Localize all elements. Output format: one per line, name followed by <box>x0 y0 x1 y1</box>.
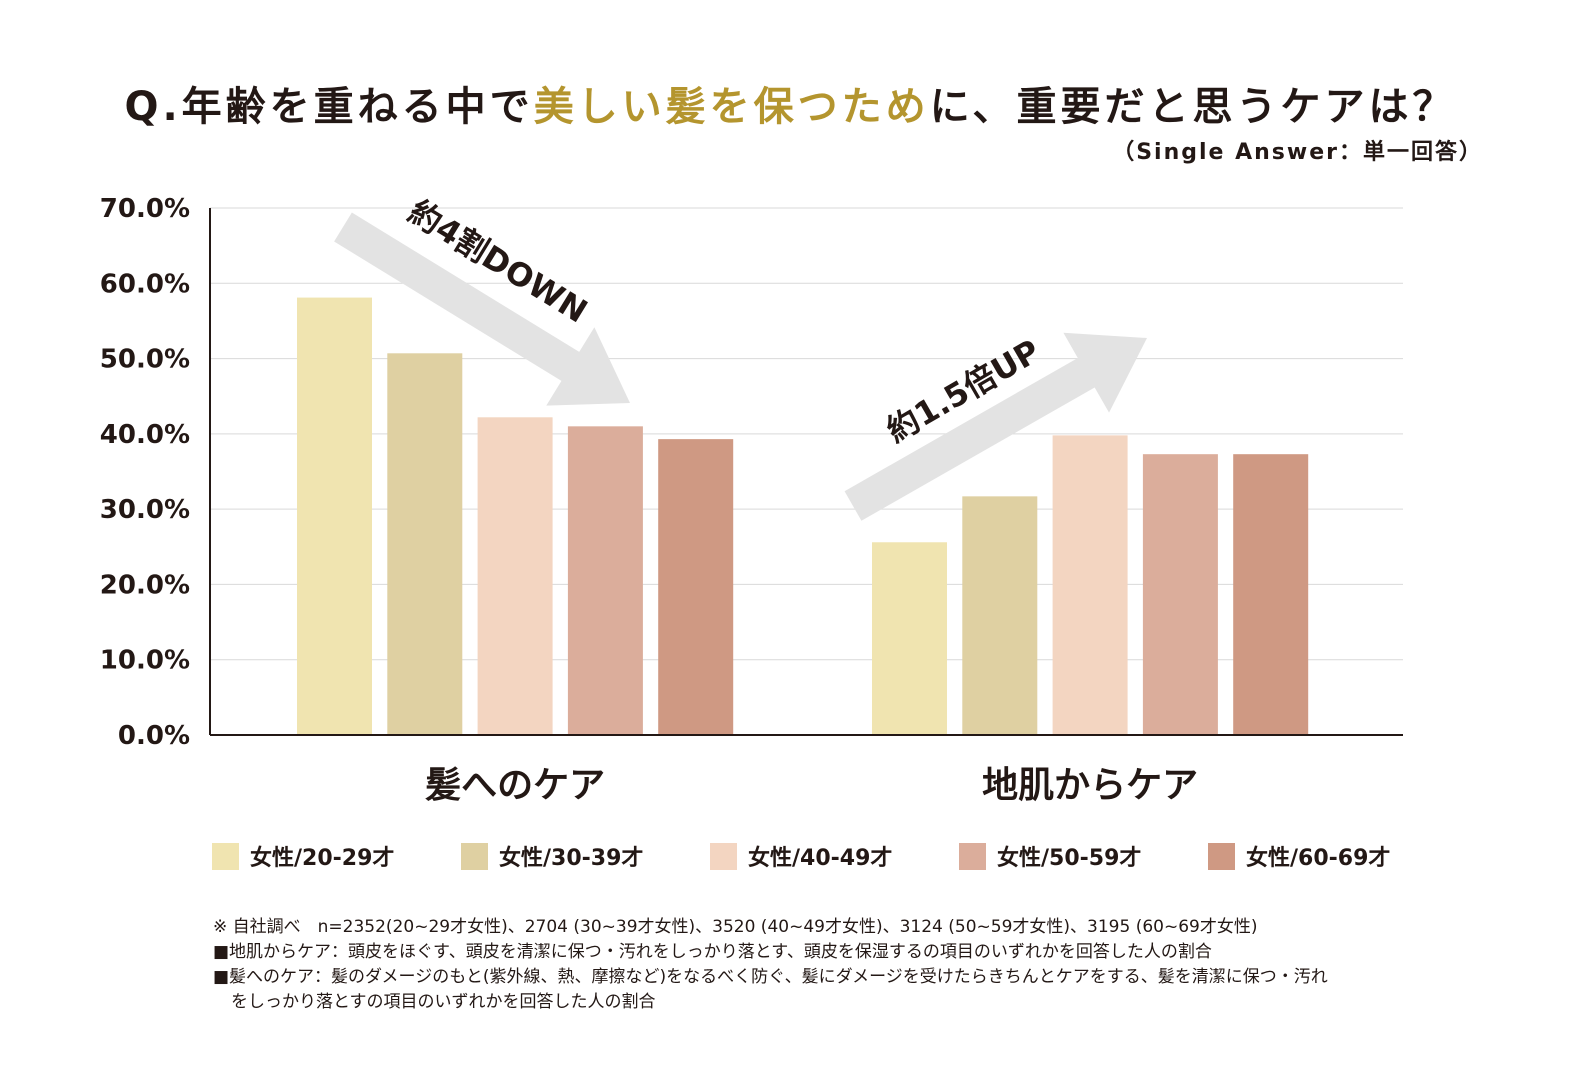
x-category-label: 髪へのケア <box>425 765 605 806</box>
legend-label: 女性/40-49才 <box>748 846 893 871</box>
bar-chart: 0.0% 10.0% 20.0% 30.0% 40.0% 50.0% 60.0% 70.0% 髪… <box>100 192 1403 806</box>
y-tick-label: 60.0% <box>100 269 190 299</box>
footnote-scalp-care: ■地肌からケア：頭皮をほぐす、頭皮を清潔に保つ・汚れをしっかり落とす、頭皮を保湿… <box>213 942 1212 962</box>
bar <box>872 542 947 735</box>
legend-swatch <box>212 842 239 870</box>
title-suffix: に、重要だと思うケアは？ <box>929 84 1457 130</box>
bar <box>962 496 1038 735</box>
chart-legend: 女性/20-29才 女性/30-39才 女性/40-49才 女性/50-59才 女性/6… <box>212 838 1412 878</box>
title-prefix: Q.年齢を重ねる中で <box>124 84 534 130</box>
legend-label: 女性/60-69才 <box>1246 846 1391 871</box>
chart-title: Q.年齢を重ねる中で美しい髪を保つために、重要だと思うケアは？ <box>0 74 1581 132</box>
legend-swatch <box>1208 842 1235 870</box>
bar <box>1142 454 1218 735</box>
y-tick-label: 70.0% <box>100 194 190 224</box>
x-category-label: 地肌からケア <box>982 765 1198 806</box>
y-tick-label: 10.0% <box>100 646 190 676</box>
legend-swatch <box>959 842 986 870</box>
y-tick-label: 40.0% <box>100 420 190 450</box>
down-trend-arrow <box>334 212 630 406</box>
bar <box>477 417 553 735</box>
footnotes: ※ 自社調べ n=2352(20~29才女性)、2704 (30~39才女性)、… <box>213 915 1413 1015</box>
legend-label: 女性/20-29才 <box>250 846 395 871</box>
bar <box>297 297 372 735</box>
chart-subtitle: （Single Answer：単一回答） <box>1112 140 1483 165</box>
bar <box>1233 454 1309 735</box>
legend-label: 女性/30-39才 <box>499 846 644 871</box>
bar <box>1052 435 1128 735</box>
footnote-sample-size: ※ 自社調べ n=2352(20~29才女性)、2704 (30~39才女性)、… <box>213 917 1258 937</box>
bar <box>658 439 734 735</box>
up-trend-arrow <box>844 332 1147 521</box>
legend-swatch <box>710 842 737 870</box>
legend-item: 女性/20-29才 <box>212 838 394 874</box>
bar <box>387 353 463 735</box>
legend-swatch <box>461 842 488 870</box>
bar <box>567 426 643 735</box>
legend-item: 女性/40-49才 <box>710 838 892 874</box>
y-tick-label: 50.0% <box>100 345 190 375</box>
legend-item: 女性/50-59才 <box>959 838 1141 874</box>
y-tick-label: 20.0% <box>100 570 190 600</box>
y-tick-label: 30.0% <box>100 495 190 525</box>
footnote-hair-care: ■髪へのケア：髪のダメージのもと(紫外線、熱、摩擦など)をなるべく防ぐ、髪にダメ… <box>213 967 1328 987</box>
footnote-hair-care-continued: をしっかり落とすの項目のいずれかを回答した人の割合 <box>231 992 656 1012</box>
title-highlight: 美しい髪を保つため <box>533 84 930 130</box>
y-tick-label: 0.0% <box>118 721 190 751</box>
legend-label: 女性/50-59才 <box>997 846 1142 871</box>
legend-item: 女性/60-69才 <box>1208 838 1390 874</box>
legend-item: 女性/30-39才 <box>461 838 643 874</box>
